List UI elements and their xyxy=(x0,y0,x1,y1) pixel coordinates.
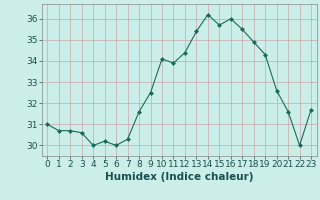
X-axis label: Humidex (Indice chaleur): Humidex (Indice chaleur) xyxy=(105,172,253,182)
